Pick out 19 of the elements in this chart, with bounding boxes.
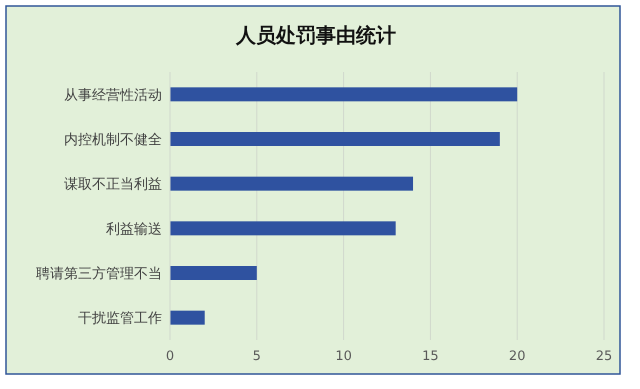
bar [170,221,396,236]
y-tick-label: 从事经营性活动 [64,86,162,102]
x-tick-label: 0 [166,349,174,364]
x-tick-label: 10 [335,349,352,364]
y-tick-label: 谋取不正当利益 [64,176,162,192]
x-tick-label: 15 [422,349,439,364]
x-tick-label: 25 [596,349,612,364]
bar [170,266,257,280]
bar [170,132,500,146]
x-tick-label: 20 [508,349,526,364]
y-tick-label: 利益输送 [106,220,162,236]
y-tick-label: 内控机制不健全 [64,131,162,147]
y-tick-label: 聘请第三方管理不当 [36,265,162,281]
bar [170,310,205,325]
bar [170,87,518,102]
x-tick-label: 5 [252,349,261,364]
chart-title: 人员处罚事由统计 [235,24,396,47]
bar [170,176,414,191]
y-tick-label: 干扰监管工作 [78,310,162,326]
